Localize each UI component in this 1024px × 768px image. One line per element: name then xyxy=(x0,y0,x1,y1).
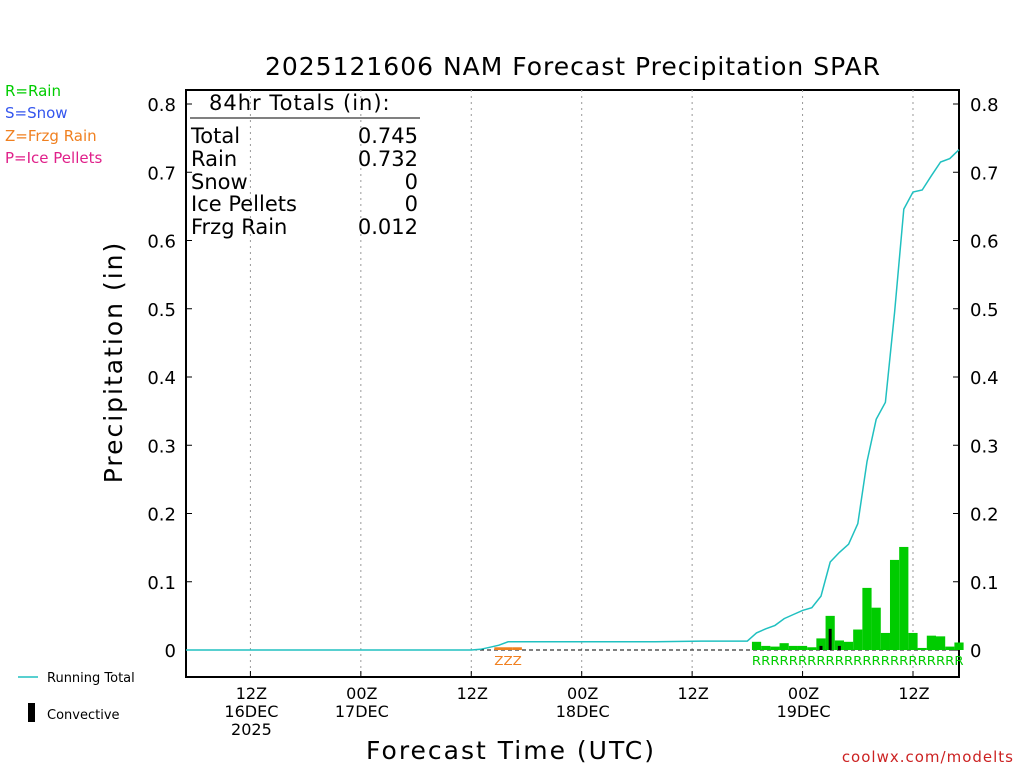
rain-bar xyxy=(816,638,826,650)
y-tick-label-left: 0 xyxy=(165,641,176,662)
y-ticks: 0 00.1 0.10.2 0.20.3 0.30.4 0.40.5 0.50.6 0.60.… xyxy=(147,95,998,662)
convective-legend-swatch xyxy=(28,703,35,722)
y-tick-label-right: 0 xyxy=(970,641,981,662)
rain-bar xyxy=(770,646,780,650)
totals-label-ice-pellets: Ice Pellets xyxy=(191,192,297,216)
x-tick-label: 17DEC xyxy=(335,702,389,721)
rain-bar xyxy=(908,632,918,650)
y-tick-label-left: 0.3 xyxy=(147,436,176,457)
totals-value-total: 0.745 xyxy=(358,124,418,148)
rain-bar xyxy=(926,635,936,650)
x-tick-label: 12Z xyxy=(898,684,929,703)
x-tick-label: 12Z xyxy=(236,684,267,703)
y-tick-label-left: 0.5 xyxy=(147,300,176,321)
y-tick-label-right: 0.7 xyxy=(970,163,999,184)
x-tick-label: 00Z xyxy=(346,684,377,703)
convective-bar xyxy=(837,645,841,650)
y-tick-label-left: 0.1 xyxy=(147,573,176,594)
plot-frame xyxy=(185,89,960,678)
x-tick-label: 16DEC xyxy=(224,702,278,721)
frzg-rain-bar xyxy=(512,647,522,650)
rain-bar xyxy=(751,641,762,650)
y-tick-label-left: 0.7 xyxy=(147,163,176,184)
type-strips: ZZZ RRRRRRRRRRRRRRRRRRRRRRR xyxy=(494,654,963,668)
frzg-rain-bar xyxy=(503,647,513,650)
totals-label-snow: Snow xyxy=(191,170,248,194)
x-tick-label: 19DEC xyxy=(777,702,831,721)
y-tick-label-right: 0.8 xyxy=(970,95,999,116)
y-tick-label-left: 0.8 xyxy=(147,95,176,116)
totals-header: 84hr Totals (in): xyxy=(209,91,391,115)
x-tick-label: 2025 xyxy=(231,720,272,739)
y-tick-label-left: 0.4 xyxy=(147,368,176,389)
rain-bar xyxy=(807,647,817,650)
totals-value-frzg-rain: 0.012 xyxy=(358,215,418,239)
rain-bar xyxy=(945,646,955,650)
y-tick-label-right: 0.3 xyxy=(970,436,999,457)
y-axis-label: Precipitation (in) xyxy=(99,241,128,484)
watermark: coolwx.com/modelts xyxy=(842,748,1014,766)
rain-bar xyxy=(917,647,927,650)
grid-lines xyxy=(249,90,914,677)
totals-label-total: Total xyxy=(190,124,240,148)
x-tick-label: 00Z xyxy=(567,684,598,703)
convective-bar xyxy=(819,645,823,650)
x-tick-label: 00Z xyxy=(788,684,819,703)
rain-bar xyxy=(935,636,946,650)
rain-bar xyxy=(797,645,808,650)
bars xyxy=(494,546,964,650)
totals-label-rain: Rain xyxy=(191,147,237,171)
rain-bar xyxy=(761,645,771,650)
legend-frzg-rain: Z=Frzg Rain xyxy=(5,127,97,145)
x-axis-label: Forecast Time (UTC) xyxy=(366,736,656,765)
precip-type-strip: RRRRRRRRRRRRRRRRRRRRRRR xyxy=(752,654,964,668)
x-tick-label: 12Z xyxy=(677,684,708,703)
y-tick-label-right: 0.6 xyxy=(970,232,999,253)
y-tick-label-right: 0.2 xyxy=(970,505,999,526)
running-total-legend-label: Running Total xyxy=(47,671,135,686)
rain-bar xyxy=(889,559,900,650)
legend-snow: S=Snow xyxy=(5,104,68,122)
x-tick-label: 18DEC xyxy=(556,702,610,721)
legend-ice-pellets: P=Ice Pellets xyxy=(5,149,102,167)
rain-bar xyxy=(899,546,909,650)
convective-bar xyxy=(828,628,832,650)
rain-bar xyxy=(779,643,789,650)
convective-legend-label: Convective xyxy=(47,708,120,723)
totals-value-ice-pellets: 0 xyxy=(405,192,418,216)
running-total-line xyxy=(186,149,960,651)
y-tick-label-right: 0.1 xyxy=(970,573,999,594)
frzg-rain-bar xyxy=(494,647,504,650)
rain-bar xyxy=(853,629,863,650)
y-tick-label-right: 0.5 xyxy=(970,300,999,321)
rain-bar xyxy=(871,607,881,650)
x-tick-label: 12Z xyxy=(457,684,488,703)
rain-bar xyxy=(880,632,890,650)
totals-box: 84hr Totals (in): Total 0.745 Rain 0.732… xyxy=(190,91,420,239)
y-tick-label-left: 0.2 xyxy=(147,505,176,526)
rain-bar xyxy=(843,641,854,650)
legend-rain: R=Rain xyxy=(5,82,61,100)
rain-bar xyxy=(834,640,844,650)
rain-bar xyxy=(862,587,872,650)
y-tick-label-left: 0.6 xyxy=(147,232,176,253)
precip-type-strip: ZZZ xyxy=(494,654,522,668)
totals-value-rain: 0.732 xyxy=(358,147,418,171)
totals-label-frzg-rain: Frzg Rain xyxy=(191,215,287,239)
totals-value-snow: 0 xyxy=(405,170,418,194)
rain-bar xyxy=(954,642,964,650)
chart-title: 2025121606 NAM Forecast Precipitation SP… xyxy=(265,52,881,81)
rain-bar xyxy=(788,645,798,650)
y-tick-label-right: 0.4 xyxy=(970,368,999,389)
